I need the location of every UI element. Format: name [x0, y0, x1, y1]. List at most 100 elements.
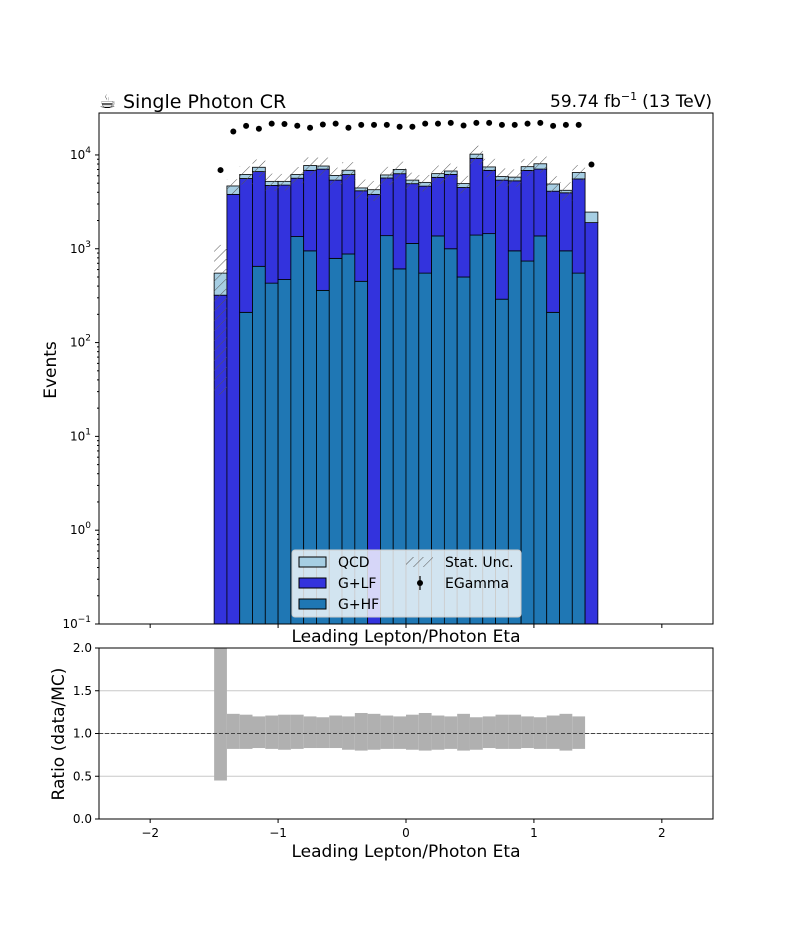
data-point-4: [268, 120, 275, 127]
bar-g-lf-2: [239, 178, 253, 313]
bar-g-hf-24: [520, 260, 535, 624]
ratio-plot-area: −2 −1 0 1 2 0.0 0.5 1.0 1.5 2.0: [73, 641, 714, 840]
legend-label-stat-unc: Stat. Unc.: [445, 555, 514, 571]
ratio-band-bin-28: [572, 716, 586, 749]
ratio-x-tick-label-0: −2: [141, 826, 159, 840]
legend-entry-egamma: EGamma: [417, 576, 509, 592]
ratio-band-bin-24: [521, 716, 534, 749]
stat-unc-27: [559, 182, 573, 201]
stat-unc-1: [226, 179, 240, 195]
bar-g-lf-27: [559, 192, 573, 252]
bar-g-lf-14: [392, 173, 407, 270]
stat-unc-6: [290, 167, 304, 184]
main-y-tick-label-4: 103: [70, 240, 91, 256]
bar-g-lf-16: [418, 185, 432, 274]
data-point-2: [243, 122, 250, 129]
ratio-band-bin-1: [226, 713, 240, 749]
data-point-27: [562, 121, 569, 128]
lumi-unit: fb: [604, 92, 621, 112]
data-point-25: [537, 119, 544, 126]
legend-entry-ghf: G+HF: [298, 597, 379, 613]
ratio-band-bin-16: [418, 712, 432, 751]
ratio-band-bin-14: [393, 716, 406, 749]
legend-patch-qcd: [298, 556, 327, 568]
ratio-y-tick-label-4: 2.0: [73, 641, 92, 655]
ratio-x-tick-label-2: 0: [402, 826, 410, 840]
stat-unc-25: [533, 156, 547, 173]
data-point-28: [575, 121, 582, 128]
bar-g-lf-23: [507, 180, 522, 252]
bar-g-lf-19: [456, 187, 471, 278]
bar-qcd-29: [584, 211, 599, 224]
ratio-y-tick-label-3: 1.5: [73, 684, 92, 698]
data-point-5: [281, 120, 288, 127]
data-point-7: [307, 124, 314, 131]
bar-g-lf-24: [520, 170, 535, 262]
data-point-22: [498, 121, 505, 128]
main-y-tick-label-0: 10−1: [62, 615, 91, 631]
bar-g-lf-25: [533, 168, 548, 237]
stat-unc-18: [444, 163, 458, 181]
stat-unc-5: [278, 173, 291, 191]
data-point-1: [230, 128, 237, 135]
bar-g-lf-7: [303, 169, 317, 252]
stat-unc-7: [303, 157, 317, 176]
ratio-band-bin-3: [252, 716, 266, 749]
main-y-tick-label-5: 104: [70, 146, 91, 162]
legend-patch-ghf: [298, 598, 327, 610]
stat-unc-2: [239, 166, 253, 185]
ratio-band-bin-19: [457, 713, 470, 751]
data-point-24: [524, 120, 531, 127]
data-point-3: [255, 125, 262, 132]
coffee-icon: ☕: [99, 91, 116, 113]
legend-marker: [417, 580, 423, 586]
bar-g-lf-8: [316, 168, 330, 291]
bar-g-lf-3: [252, 171, 266, 267]
ratio-x-tick-label-4: 2: [658, 826, 666, 840]
legend-patch-glf: [298, 577, 327, 589]
bar-g-hf-26: [546, 311, 560, 624]
stat-unc-13: [380, 166, 394, 186]
stat-unc-20: [469, 145, 483, 165]
legend-entry-qcd: QCD: [298, 555, 370, 571]
stat-unc-15: [406, 172, 419, 190]
data-point-11: [358, 121, 365, 128]
main-y-label: Events: [41, 341, 61, 399]
ratio-band-bin-7: [303, 716, 317, 749]
bar-g-lf-15: [405, 183, 420, 244]
data-point-10: [345, 124, 352, 131]
ratio-band-bin-13: [380, 715, 394, 749]
legend-entry-stat-unc: Stat. Unc.: [406, 555, 514, 571]
energy: (13 TeV): [642, 92, 712, 112]
main-plot-area: 10−1 100 101 102 103 104: [62, 112, 714, 631]
main-title: ☕ Single Photon CR: [99, 91, 286, 113]
stat-unc-12: [367, 180, 381, 201]
title-left: Single Photon CR: [123, 91, 286, 113]
stat-unc-28: [572, 165, 586, 182]
main-x-label: Leading Lepton/Photon Eta: [291, 627, 520, 647]
ratio-band-bin-12: [367, 713, 381, 750]
ratio-band-bin-26: [546, 715, 560, 749]
bar-g-lf-29: [584, 222, 599, 624]
bar-g-hf-27: [559, 250, 573, 624]
ratio-band-bin-4: [265, 715, 279, 749]
data-point-9: [332, 120, 339, 127]
legend-label-qcd: QCD: [338, 555, 370, 571]
stat-unc-11: [354, 179, 368, 199]
ratio-band-bin-5: [278, 714, 291, 750]
stat-unc-10: [342, 162, 355, 181]
bar-g-lf-1: [226, 193, 241, 624]
ratio-x-tick-label-1: −1: [269, 826, 287, 840]
data-point-6: [294, 122, 301, 129]
stat-unc-8: [316, 157, 330, 177]
legend-frame: [291, 549, 522, 618]
main-y-tick-label-2: 101: [70, 427, 91, 443]
ratio-band: [214, 648, 586, 781]
ratio-band-bin-18: [444, 716, 458, 749]
bar-g-lf-17: [431, 176, 445, 237]
bar-g-lf-28: [571, 178, 586, 274]
legend-entry-glf: G+LF: [298, 576, 376, 592]
bar-g-hf-28: [571, 272, 586, 624]
data-point-15: [409, 123, 416, 130]
